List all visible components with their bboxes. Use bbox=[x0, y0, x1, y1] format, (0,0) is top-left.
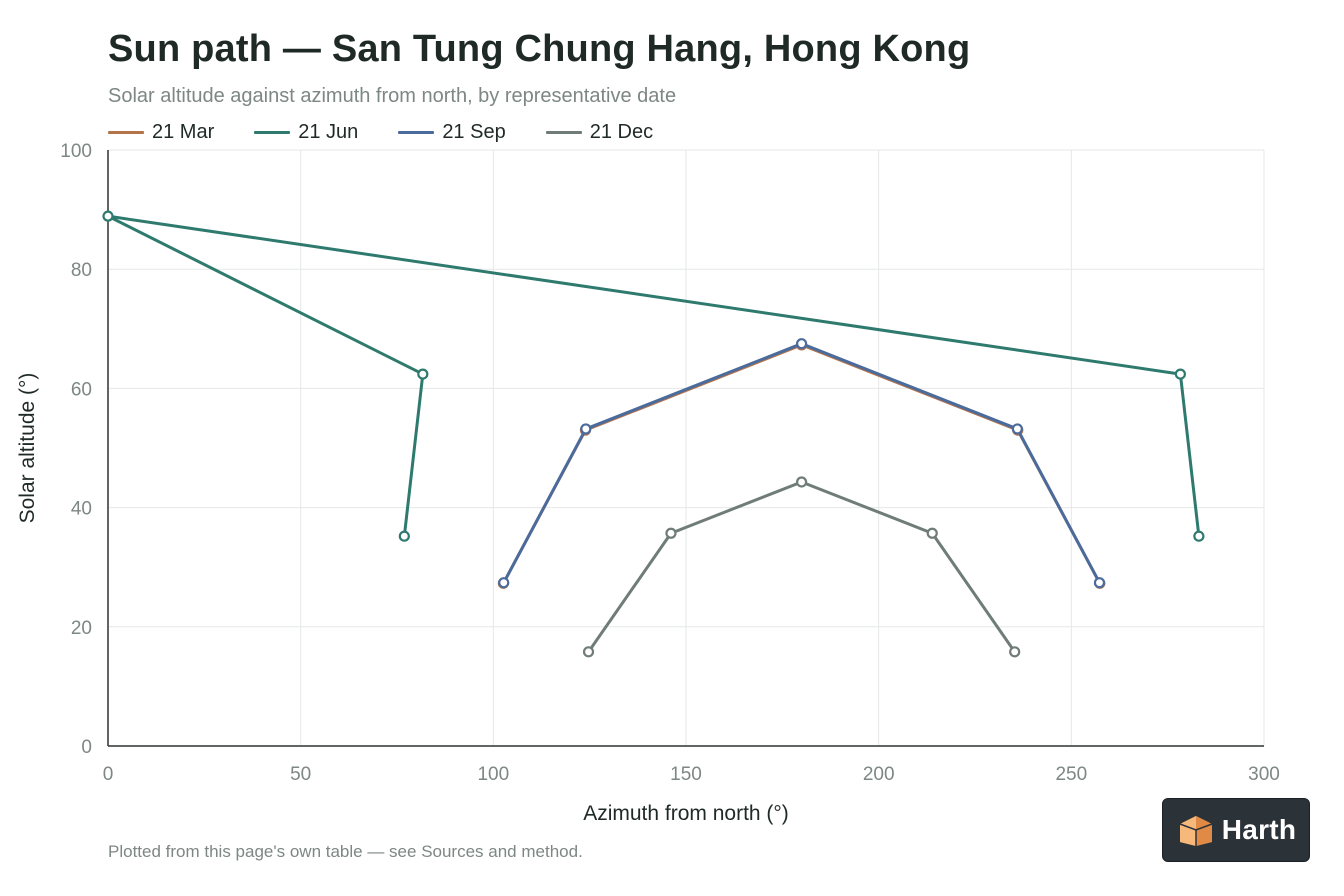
series-line-21-mar bbox=[501, 343, 1102, 585]
y-tick-label: 40 bbox=[71, 499, 92, 520]
chart-title: Sun path — San Tung Chung Hang, Hong Kon… bbox=[108, 28, 971, 70]
series-line-21-jun bbox=[106, 214, 1201, 538]
data-point-21-jun bbox=[1174, 368, 1186, 380]
y-axis-title: Solar altitude (°) bbox=[16, 373, 39, 524]
legend-item-jun: 21 Jun bbox=[254, 121, 358, 144]
series-line-21-sep bbox=[502, 342, 1101, 585]
x-tick-label: 0 bbox=[103, 764, 114, 785]
data-point-21-sep bbox=[580, 423, 592, 435]
x-tick-label: 200 bbox=[863, 764, 895, 785]
x-tick-label: 250 bbox=[1055, 764, 1087, 785]
data-point-21-dec bbox=[926, 527, 938, 539]
x-tick-label: 300 bbox=[1248, 764, 1280, 785]
y-tick-label: 100 bbox=[60, 141, 92, 162]
legend-item-mar: 21 Mar bbox=[108, 121, 214, 144]
footnote: Plotted from this page's own table — see… bbox=[108, 842, 583, 861]
brand-logo: Harth bbox=[1162, 798, 1310, 862]
x-axis-title: Azimuth from north (°) bbox=[583, 802, 789, 825]
y-tick-label: 20 bbox=[71, 618, 92, 639]
legend-swatch-sep bbox=[398, 130, 435, 134]
chart-legend: 21 Mar 21 Jun 21 Sep 21 Dec bbox=[108, 120, 693, 144]
legend-item-dec: 21 Dec bbox=[545, 120, 654, 144]
data-point-21-jun bbox=[398, 530, 410, 542]
y-tick-label: 0 bbox=[81, 737, 92, 758]
harth-logo-icon bbox=[1179, 816, 1212, 846]
data-point-21-sep bbox=[1011, 423, 1023, 435]
legend-swatch-jun bbox=[254, 130, 291, 134]
legend-item-sep: 21 Sep bbox=[398, 120, 506, 144]
data-point-21-jun bbox=[417, 368, 429, 380]
legend-label-sep: 21 Sep bbox=[442, 120, 506, 143]
data-point-21-sep bbox=[498, 577, 510, 589]
data-point-21-dec bbox=[582, 646, 595, 658]
legend-label-mar: 21 Mar bbox=[152, 120, 215, 143]
data-point-21-sep bbox=[1093, 577, 1106, 589]
data-point-21-jun bbox=[102, 210, 114, 222]
y-tick-label: 80 bbox=[71, 260, 92, 281]
legend-label-dec: 21 Dec bbox=[589, 120, 654, 143]
x-tick-label: 50 bbox=[290, 764, 311, 785]
data-point-21-dec bbox=[795, 476, 808, 488]
legend-swatch-mar bbox=[108, 130, 144, 134]
data-point-21-sep bbox=[795, 338, 808, 350]
x-tick-label: 100 bbox=[477, 764, 509, 785]
legend-swatch-dec bbox=[545, 130, 582, 134]
x-tick-label: 150 bbox=[670, 764, 702, 785]
data-point-21-dec bbox=[665, 527, 677, 539]
data-point-21-dec bbox=[1009, 646, 1021, 658]
brand-name: Harth bbox=[1221, 814, 1297, 845]
y-tick-label: 60 bbox=[71, 379, 92, 400]
legend-label-jun: 21 Jun bbox=[298, 120, 359, 143]
chart-subtitle: Solar altitude against azimuth from nort… bbox=[108, 85, 677, 107]
data-point-21-jun bbox=[1193, 530, 1205, 542]
